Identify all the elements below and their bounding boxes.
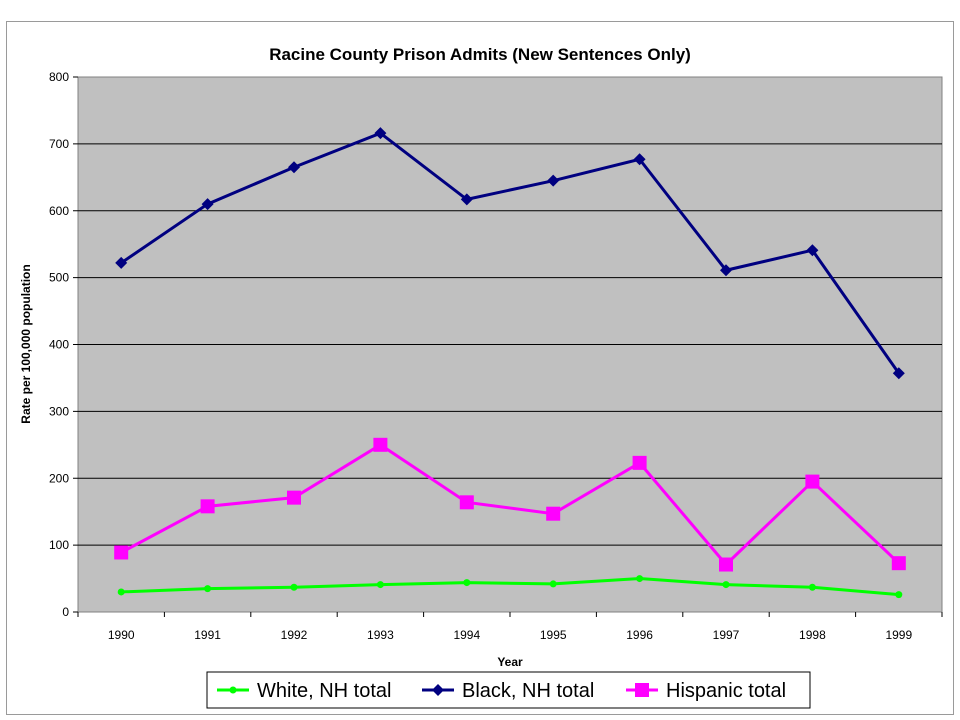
legend-label: Black, NH total [462, 680, 594, 702]
data-point [546, 506, 561, 521]
data-point [633, 153, 646, 166]
legend-label: White, NH total [257, 680, 391, 702]
x-tick-label: 1999 [885, 628, 912, 642]
data-point [374, 127, 387, 140]
y-tick-label: 500 [49, 271, 69, 285]
legend-item: White, NH total [217, 680, 391, 702]
x-tick-label: 1996 [626, 628, 653, 642]
data-point [201, 198, 214, 211]
series-line [121, 577, 899, 597]
x-tick-label: 1991 [194, 628, 221, 642]
data-point [200, 499, 215, 514]
y-tick-label: 200 [49, 471, 69, 485]
data-point [549, 580, 557, 588]
y-axis-ticks: 0 100 200 300 400 500 600 700 800 [49, 70, 78, 619]
data-point [806, 244, 819, 257]
legend: White, NH total Black, NH total Hispanic t… [206, 671, 811, 709]
x-tick-label: 1997 [713, 628, 740, 642]
x-tick-label: 1998 [799, 628, 826, 642]
legend-swatch-marker [432, 684, 444, 696]
x-tick-label: 1993 [367, 628, 394, 642]
data-point [459, 495, 474, 510]
series-2 [114, 437, 906, 572]
y-tick-label: 100 [49, 538, 69, 552]
data-point [114, 545, 129, 560]
legend-item: Black, NH total [422, 680, 594, 702]
data-point [117, 588, 125, 596]
x-tick-label: 1990 [108, 628, 135, 642]
y-tick-label: 400 [49, 338, 69, 352]
data-point [805, 474, 820, 489]
x-axis-label: Year [497, 655, 523, 669]
x-axis-ticks: 1990 1991 1992 1993 1994 1995 1996 1997 1998 1999 [77, 612, 943, 642]
data-point [460, 193, 473, 206]
data-point [895, 591, 903, 599]
data-point [891, 556, 906, 571]
legend-swatch-marker [229, 686, 237, 694]
legend-box [206, 671, 811, 709]
data-point [636, 575, 644, 583]
y-tick-label: 0 [62, 605, 69, 619]
data-point [892, 367, 905, 380]
data-point [115, 256, 128, 269]
data-point [720, 264, 732, 277]
y-tick-label: 300 [49, 404, 69, 418]
data-point [719, 557, 733, 572]
x-tick-label: 1994 [453, 628, 480, 642]
y-axis-label: Rate per 100,000 population [19, 264, 33, 423]
data-point [632, 455, 647, 470]
legend-swatch-marker [635, 683, 649, 697]
y-tick-label: 800 [49, 70, 69, 84]
data-point [373, 437, 388, 452]
y-tick-label: 700 [49, 137, 69, 151]
series-layer [114, 127, 906, 599]
data-point [287, 490, 301, 505]
chart-title: Racine County Prison Admits (New Sentenc… [269, 45, 691, 64]
series-1 [115, 127, 905, 380]
data-point [290, 583, 298, 591]
series-0 [117, 575, 903, 599]
y-tick-label: 600 [49, 204, 69, 218]
data-point [808, 583, 816, 591]
data-point [722, 581, 730, 589]
data-point [288, 161, 300, 174]
legend-item: Hispanic total [626, 680, 786, 702]
data-point [463, 579, 471, 587]
series-line [120, 443, 900, 567]
gridlines [78, 143, 942, 546]
x-tick-label: 1992 [281, 628, 308, 642]
data-point [204, 585, 212, 593]
x-tick-label: 1995 [540, 628, 567, 642]
data-point [376, 581, 384, 589]
series-line [120, 131, 901, 375]
data-point [547, 174, 560, 187]
legend-label: Hispanic total [666, 680, 786, 702]
